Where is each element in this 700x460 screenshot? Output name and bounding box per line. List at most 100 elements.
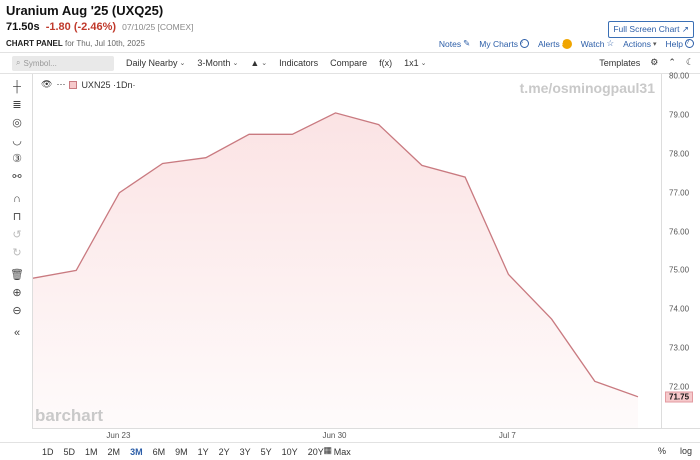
watermark-top: t.me/osminogpaul31 bbox=[519, 80, 655, 96]
data-point bbox=[204, 156, 207, 159]
calendar-icon[interactable]: ▦ bbox=[323, 445, 332, 455]
crosshair-icon[interactable]: ┼ bbox=[13, 81, 21, 93]
edit-icon: ✎ bbox=[463, 38, 471, 48]
my-charts-link[interactable]: My Charts › bbox=[479, 39, 529, 49]
star-icon: ☆ bbox=[606, 38, 615, 48]
x-tick-label: Jun 30 bbox=[322, 431, 347, 440]
chevron-down-icon: ⌄ bbox=[179, 60, 186, 67]
price-plot bbox=[33, 111, 640, 428]
alerts-link[interactable]: Alerts! bbox=[537, 38, 572, 49]
range-10y-button[interactable]: 10Y bbox=[281, 446, 298, 457]
range-1d-button[interactable]: 1D bbox=[42, 446, 54, 457]
chevron-down-icon: ⌄ bbox=[420, 60, 427, 67]
lock-icon[interactable]: ⊓ bbox=[12, 211, 22, 223]
data-point bbox=[637, 395, 640, 398]
help-link[interactable]: Help? bbox=[666, 39, 694, 49]
chart-legend: 👁 ⋯ UXN25 ·1Dn· bbox=[41, 79, 135, 90]
watch-link[interactable]: Watch ☆ bbox=[581, 38, 614, 49]
y-tick-label: 72.00 bbox=[669, 382, 690, 392]
data-point bbox=[593, 380, 596, 383]
log-toggle[interactable]: log bbox=[679, 446, 692, 456]
magnet-icon[interactable]: ∩ bbox=[13, 193, 21, 205]
compare-button[interactable]: Compare bbox=[330, 58, 368, 68]
daily-nearby-label: Daily Nearby bbox=[126, 58, 178, 68]
range-5y-button[interactable]: 5Y bbox=[260, 446, 272, 457]
period-select[interactable]: 3-Month ⌄ bbox=[197, 58, 238, 68]
help-icon: ? bbox=[685, 39, 694, 48]
series-area-fill bbox=[33, 112, 638, 428]
expand-icon: ↗ bbox=[681, 24, 689, 34]
y-tick-label: 78.00 bbox=[669, 149, 690, 159]
y-axis[interactable]: 72.00 73.00 74.00 75.00 76.00 77.00 78.00 79.00… bbox=[662, 71, 700, 428]
chart-area[interactable]: 👁 ⋯ UXN25 ·1Dn· t.me/osminogpaul31 barch… bbox=[32, 74, 662, 428]
redo-icon[interactable]: ↻ bbox=[12, 247, 22, 259]
text-icon[interactable]: ≣ bbox=[12, 99, 22, 111]
y-tick-label: 80.00 bbox=[669, 71, 690, 81]
function-button[interactable]: f(x) bbox=[379, 58, 393, 68]
data-point bbox=[334, 111, 337, 114]
watch-label: Watch bbox=[580, 38, 605, 49]
chart-type-select[interactable]: ▲ ⌄ bbox=[250, 58, 267, 68]
eye-icon[interactable]: 👁 bbox=[41, 79, 53, 89]
pattern-icon[interactable]: ⚯ bbox=[12, 171, 22, 183]
trash-icon[interactable]: 🗑 bbox=[10, 269, 24, 281]
more-icon[interactable]: ⋯ bbox=[56, 79, 66, 89]
range-6m-button[interactable]: 6M bbox=[152, 446, 166, 457]
dark-mode-icon[interactable]: ☾ bbox=[685, 57, 694, 67]
scale-options: ▦ % log bbox=[323, 445, 692, 456]
data-point bbox=[464, 176, 467, 179]
range-9m-button[interactable]: 9M bbox=[175, 446, 188, 457]
data-point bbox=[161, 162, 164, 165]
full-screen-button[interactable]: Full Screen Chart ↗ bbox=[608, 21, 694, 38]
y-tick-label: 74.00 bbox=[669, 304, 690, 314]
chart-panel-date: for Thu, Jul 10th, 2025 bbox=[64, 39, 145, 48]
range-5d-button[interactable]: 5D bbox=[63, 446, 76, 457]
shape-icon[interactable]: ◎ bbox=[12, 117, 22, 129]
data-point bbox=[377, 123, 380, 126]
range-max-button[interactable]: Max bbox=[333, 446, 351, 457]
y-tick-label: 79.00 bbox=[669, 110, 690, 120]
actions-label: Actions bbox=[623, 38, 651, 49]
layout-select[interactable]: 1x1 ⌄ bbox=[404, 58, 426, 68]
actions-menu[interactable]: Actions ▾ bbox=[623, 39, 656, 49]
range-20y-button[interactable]: 20Y bbox=[307, 446, 324, 457]
x-axis[interactable]: Jun 23 Jun 30 Jul 7 bbox=[32, 428, 662, 442]
collapse-icon[interactable]: « bbox=[13, 327, 21, 339]
range-3m-button[interactable]: 3M bbox=[130, 446, 143, 457]
top-links: Notes ✎ My Charts › Alerts! Watch ☆ Actions… bbox=[439, 38, 694, 49]
zoom-out-icon[interactable]: ⊖ bbox=[12, 305, 22, 317]
gear-icon[interactable]: ⚙ bbox=[650, 57, 659, 67]
range-bar: 1D 5D 1M 2M 3M 6M 9M 1Y 2Y 3Y 5Y 10Y 20Y Max ▦ % log bbox=[0, 442, 700, 460]
period-label: 3-Month bbox=[197, 58, 231, 68]
indicators-button[interactable]: Indicators bbox=[279, 58, 319, 68]
range-2m-button[interactable]: 2M bbox=[107, 446, 121, 457]
curve-icon[interactable]: ◡ bbox=[12, 135, 22, 147]
search-icon: ⌕ bbox=[16, 58, 21, 67]
number-icon[interactable]: ③ bbox=[12, 153, 22, 165]
my-charts-label: My Charts bbox=[479, 38, 518, 49]
data-point bbox=[291, 133, 294, 136]
toolbar-right: Templates ⚙ ⌃ ☾ bbox=[599, 57, 694, 68]
y-tick-label: 76.00 bbox=[669, 227, 690, 237]
data-point bbox=[420, 164, 423, 167]
percent-toggle[interactable]: % bbox=[657, 446, 666, 456]
range-2y-button[interactable]: 2Y bbox=[218, 446, 230, 457]
data-point bbox=[550, 318, 553, 321]
chevron-down-icon: ▾ bbox=[653, 40, 657, 48]
range-1m-button[interactable]: 1M bbox=[85, 446, 98, 457]
range-3y-button[interactable]: 3Y bbox=[239, 446, 251, 457]
chart-toolbar: ⌕ Symbol... Daily Nearby ⌄ 3-Month ⌄ ▲ ⌄ In… bbox=[0, 52, 700, 74]
collapse-up-icon[interactable]: ⌃ bbox=[668, 57, 676, 67]
data-point bbox=[507, 273, 510, 276]
help-label: Help bbox=[665, 38, 683, 49]
range-1y-button[interactable]: 1Y bbox=[197, 446, 209, 457]
notes-link[interactable]: Notes ✎ bbox=[439, 38, 470, 49]
symbol-input[interactable]: ⌕ Symbol... bbox=[12, 55, 114, 71]
zoom-in-icon[interactable]: ⊕ bbox=[12, 287, 22, 299]
templates-button[interactable]: Templates bbox=[599, 57, 641, 68]
y-tick-label: 77.00 bbox=[669, 188, 690, 198]
undo-icon[interactable]: ↺ bbox=[12, 229, 22, 241]
daily-nearby-select[interactable]: Daily Nearby ⌄ bbox=[126, 58, 185, 68]
alerts-label: Alerts bbox=[537, 38, 560, 49]
last-price: 71.50s bbox=[6, 21, 40, 33]
